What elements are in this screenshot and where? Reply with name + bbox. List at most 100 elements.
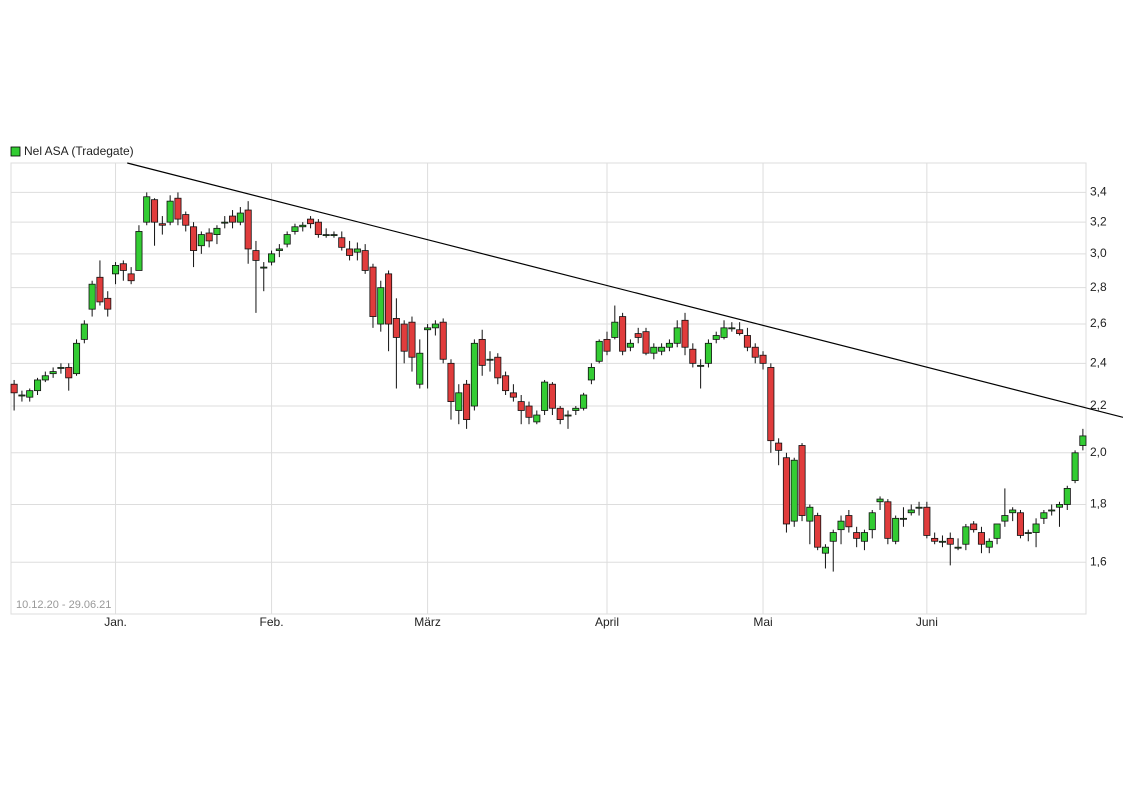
plot-area: [10, 162, 1087, 615]
candle-body: [658, 346, 666, 352]
candle-body: [455, 392, 463, 411]
candle-body: [790, 459, 798, 522]
candle-body: [400, 323, 408, 352]
candle-body: [236, 212, 244, 223]
candle-body: [868, 512, 876, 531]
candle-body: [860, 532, 868, 542]
candle-body: [829, 532, 837, 542]
candle-body: [595, 340, 603, 362]
candle-body: [977, 532, 985, 545]
candle-body: [712, 335, 720, 340]
x-tick-label: April: [595, 615, 619, 629]
candle-body: [112, 265, 120, 275]
trend-line: [127, 162, 1123, 418]
candle-body: [548, 383, 556, 409]
candle-body: [494, 356, 502, 379]
candle-body: [119, 263, 127, 271]
candle-body: [158, 223, 166, 226]
candle-body: [34, 379, 42, 392]
candle-body: [424, 327, 432, 331]
candle-body: [907, 509, 915, 514]
candle-body: [697, 364, 705, 367]
candle-body: [533, 414, 541, 423]
candle-body: [736, 329, 744, 334]
candle-body: [853, 532, 861, 539]
candle-body: [837, 520, 845, 531]
candle-body: [923, 506, 931, 536]
candle-body: [962, 526, 970, 545]
candle-body: [416, 352, 424, 385]
candle-body: [268, 253, 276, 263]
candle-body: [915, 506, 923, 509]
x-tick-label: Mai: [753, 615, 772, 629]
candle-body: [1001, 515, 1009, 522]
candle-body: [572, 407, 580, 411]
y-tick-label: 2,4: [1090, 356, 1107, 370]
y-tick-label: 2,0: [1090, 445, 1107, 459]
candle-body: [603, 338, 611, 352]
candle-body: [938, 540, 946, 543]
candle-body: [275, 248, 283, 251]
candle-body: [876, 498, 884, 503]
candle-body: [41, 375, 49, 381]
candle-body: [689, 348, 697, 364]
candle-body: [525, 405, 533, 418]
candle-body: [229, 215, 237, 223]
candle-body: [821, 546, 829, 554]
candle-body: [431, 323, 439, 329]
candle-body: [73, 342, 81, 375]
candle-body: [361, 250, 369, 271]
candle-body: [49, 371, 57, 375]
candle-body: [1048, 509, 1056, 512]
candle-body: [291, 226, 299, 232]
candle-body: [884, 501, 892, 539]
x-tick-label: Jan.: [104, 615, 127, 629]
candle-body: [143, 196, 151, 223]
candle-body: [985, 540, 993, 548]
candle-body: [369, 266, 377, 317]
candle-body: [806, 506, 814, 522]
candle-body: [486, 358, 494, 361]
candle-body: [743, 335, 751, 348]
candle-body: [104, 297, 112, 310]
candle-body: [338, 237, 346, 248]
candle-body: [634, 333, 642, 338]
candle-body: [166, 200, 174, 223]
candle-body: [1009, 509, 1017, 514]
y-tick-label: 3,2: [1090, 214, 1107, 228]
candle-body: [18, 394, 26, 397]
x-tick-label: Feb.: [260, 615, 284, 629]
x-tick-label: März: [414, 615, 441, 629]
candle-body: [135, 231, 143, 271]
date-range: 10.12.20 - 29.06.21: [16, 599, 111, 611]
candle-body: [1055, 504, 1063, 508]
candle-body: [88, 283, 96, 310]
candle-body: [190, 226, 198, 251]
candle-body: [970, 523, 978, 531]
candle-body: [775, 442, 783, 451]
candle-body: [899, 517, 907, 520]
candle-body: [673, 327, 681, 344]
candle-body: [447, 362, 455, 402]
y-tick-label: 2,8: [1090, 280, 1107, 294]
y-tick-label: 2,6: [1090, 316, 1107, 330]
candle-body: [1071, 452, 1079, 481]
candle-body: [782, 457, 790, 525]
candle-body: [377, 287, 385, 325]
candle-body: [580, 394, 588, 409]
candle-body: [478, 338, 486, 366]
candle-body: [213, 227, 221, 235]
candle-body: [892, 517, 900, 542]
y-tick-label: 1,8: [1090, 497, 1107, 511]
candle-body: [252, 250, 260, 261]
candle-body: [556, 407, 564, 420]
candle-body: [307, 218, 315, 225]
x-tick-label: Juni: [916, 615, 938, 629]
candle-body: [80, 323, 88, 340]
candle-body: [10, 383, 18, 394]
candle-body: [174, 197, 182, 220]
candle-body: [541, 381, 549, 411]
candle-body: [704, 342, 712, 364]
candle-body: [197, 234, 205, 247]
